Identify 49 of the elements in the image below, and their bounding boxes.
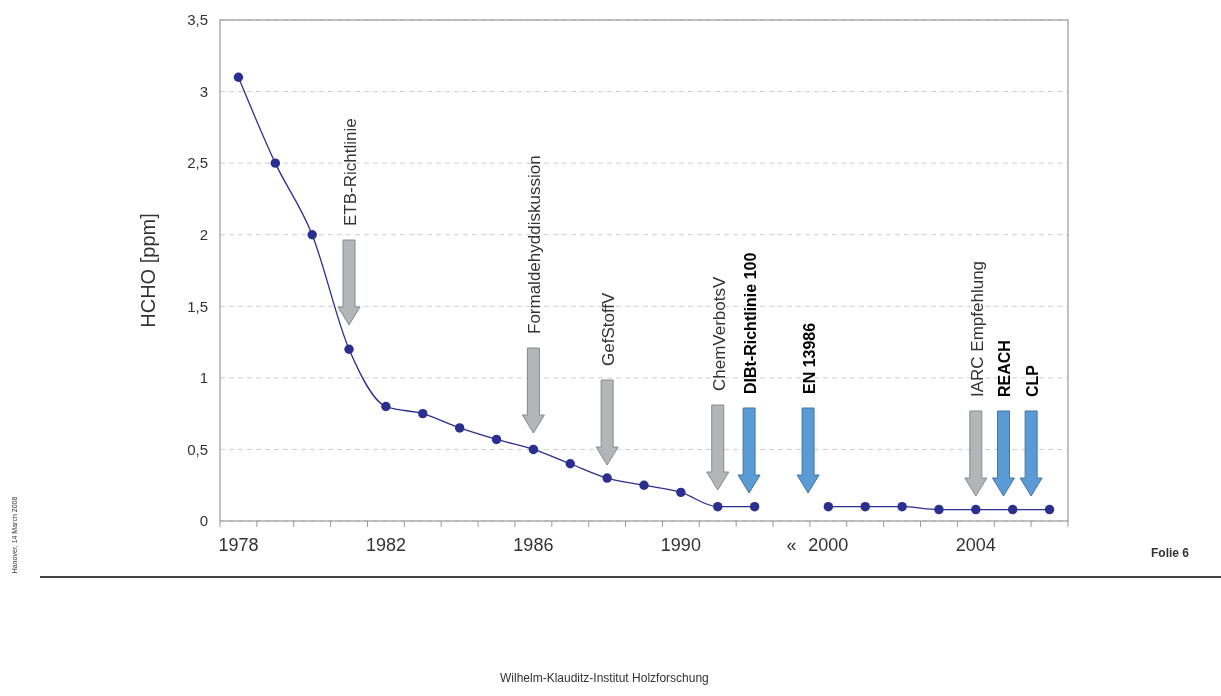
point [713, 501, 723, 512]
point [418, 408, 428, 419]
point [897, 501, 907, 512]
y-tick-label: 3 [199, 82, 208, 100]
y-tick-label: 2,5 [187, 154, 208, 172]
annotation: CLP [1024, 364, 1042, 397]
y-tick-label: 1,5 [187, 297, 208, 315]
x-tick-label: 2000 [808, 535, 849, 555]
x-tick-label: « [786, 535, 797, 555]
point [233, 72, 244, 82]
point [934, 504, 944, 515]
annotation: EN 13986 [801, 322, 819, 394]
x-tick-label: 1982 [365, 535, 406, 555]
y-tick-label: 0,5 [187, 440, 208, 458]
point [1044, 504, 1055, 515]
point [454, 423, 465, 433]
x-tick-label: 1990 [660, 535, 701, 555]
x-tick-label: 1986 [513, 535, 554, 555]
y-tick-label: 3,5 [187, 11, 208, 29]
y-axis-title: HCHO [ppm] [137, 213, 159, 328]
y-tick-label: 0 [199, 512, 208, 530]
point [491, 434, 502, 445]
text: Folie 6 [1150, 546, 1190, 560]
point [381, 401, 391, 412]
annotation: IARC Empfehlung [967, 260, 987, 397]
point [639, 480, 649, 490]
point [860, 501, 870, 512]
point [676, 487, 686, 498]
annotation: Formaldehyddiskussion [525, 155, 545, 334]
x-tick-label: 1978 [218, 535, 259, 555]
point [823, 501, 834, 512]
y-tick-label: 1 [199, 369, 208, 387]
point [971, 504, 981, 515]
point [602, 473, 612, 483]
annotation: REACH [996, 340, 1014, 397]
annotation: DIBt-Richtlinie 100 [742, 252, 760, 394]
annotation: GefStoffV [599, 291, 619, 366]
annotation: ChemVerbotsV [709, 276, 729, 391]
annotation: ETB-Richtlinie [341, 118, 361, 226]
text: Wilhelm-Klauditz-Institut Holzforschung [500, 671, 709, 685]
x-tick-label: 2004 [955, 535, 996, 555]
point [344, 344, 354, 354]
y-tick-label: 2 [199, 225, 208, 243]
point [565, 459, 575, 469]
point [528, 444, 539, 455]
point [270, 158, 281, 168]
point [749, 501, 760, 512]
point [307, 230, 317, 240]
point [1007, 504, 1018, 515]
